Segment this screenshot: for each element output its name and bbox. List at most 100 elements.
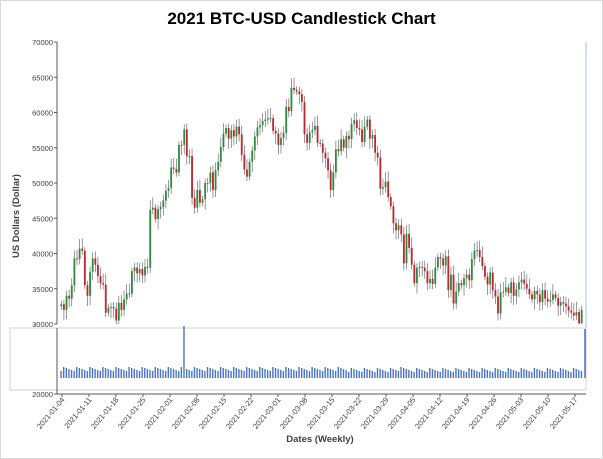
volume-bar [559, 368, 562, 378]
volume-bar [395, 370, 397, 378]
candle-body [340, 139, 343, 152]
y-tick-label: 50000 [32, 179, 53, 188]
candle-body [159, 206, 162, 210]
candle-body [345, 135, 348, 148]
volume-bar [232, 367, 235, 378]
volume-bar [408, 370, 410, 378]
candle-body [201, 199, 204, 203]
volume-bar [434, 370, 436, 378]
volume-bar [196, 368, 198, 378]
volume-bar [486, 370, 489, 378]
candle-body [60, 304, 63, 307]
volume-bar [175, 370, 177, 378]
candle-body [452, 274, 455, 304]
volume-bar [212, 369, 214, 378]
volume-bar [389, 368, 392, 378]
candle-body [525, 283, 528, 289]
volume-bar [358, 371, 360, 378]
candle-body [183, 129, 186, 145]
candle-body [518, 282, 520, 290]
volume-bar [170, 368, 172, 378]
candle-body [426, 271, 429, 284]
volume-bar [138, 371, 141, 378]
candle-body [397, 225, 400, 231]
volume-bar [167, 367, 169, 378]
volume-bar [298, 367, 300, 378]
volume-bar [154, 367, 156, 378]
candle-body [538, 294, 541, 303]
volume-bar [562, 369, 564, 378]
candle-body [497, 296, 499, 314]
candle-body [512, 282, 515, 296]
candle-body [162, 200, 165, 207]
candle-body [164, 190, 167, 201]
candle-body [102, 283, 105, 285]
volume-bar [300, 368, 303, 378]
volume-bar [450, 371, 452, 378]
candle-body [353, 120, 356, 124]
volume-bar [379, 369, 381, 378]
volume-bar [337, 367, 339, 378]
volume-bar [321, 371, 324, 378]
candle-body [431, 278, 434, 284]
volume-bar [376, 368, 379, 378]
volume-bar [327, 368, 329, 378]
volume-bar [533, 368, 536, 378]
candle-body [332, 172, 335, 191]
candle-body [178, 144, 180, 173]
candle-body [570, 310, 573, 313]
candle-body [290, 87, 293, 112]
volume-bar [280, 370, 282, 378]
candle-body [436, 257, 439, 268]
volume-bar [340, 368, 342, 378]
candle-body [460, 283, 463, 286]
volume-bar [303, 369, 305, 378]
volume-bar [115, 367, 117, 378]
volume-bar [525, 370, 528, 378]
volume-bar [112, 371, 115, 378]
volume-bar [350, 368, 353, 378]
volume-bar [125, 371, 128, 378]
volume-bar [222, 368, 224, 378]
candle-body [476, 249, 479, 251]
volume-bar [259, 367, 261, 378]
volume-bar [225, 369, 227, 378]
candle-body [123, 299, 125, 310]
candle-body [298, 91, 301, 95]
candle-body [387, 181, 390, 198]
candle-body [293, 87, 295, 90]
volume-bar [130, 368, 133, 378]
candle-body [416, 267, 418, 284]
volume-bar [504, 372, 507, 378]
volume-bar [410, 371, 413, 378]
candle-body [280, 137, 282, 145]
volume-bar [353, 369, 355, 378]
volume-bar [183, 326, 185, 378]
candle-body [240, 134, 243, 155]
candle-body [329, 170, 332, 191]
candle-body [413, 264, 416, 284]
volume-bar [78, 368, 81, 378]
volume-bar [188, 370, 190, 378]
volume-bar [332, 370, 334, 378]
volume-bar [157, 368, 159, 378]
candle-body [554, 294, 557, 298]
volume-bar [552, 370, 554, 378]
candle-body [395, 223, 397, 231]
candle-body [494, 290, 497, 297]
volume-bar [164, 371, 167, 378]
volume-bar [99, 371, 101, 378]
candle-body [110, 307, 112, 309]
volume-bar [266, 370, 269, 378]
candle-body [225, 128, 227, 134]
volume-bar [117, 368, 120, 378]
candle-body [510, 282, 513, 293]
volume-bar [447, 370, 449, 378]
candle-body [107, 307, 110, 313]
candle-body [363, 126, 366, 143]
candle-body [235, 126, 238, 137]
volume-bar [238, 369, 240, 378]
volume-bar [572, 368, 575, 378]
candle-body [73, 258, 76, 286]
